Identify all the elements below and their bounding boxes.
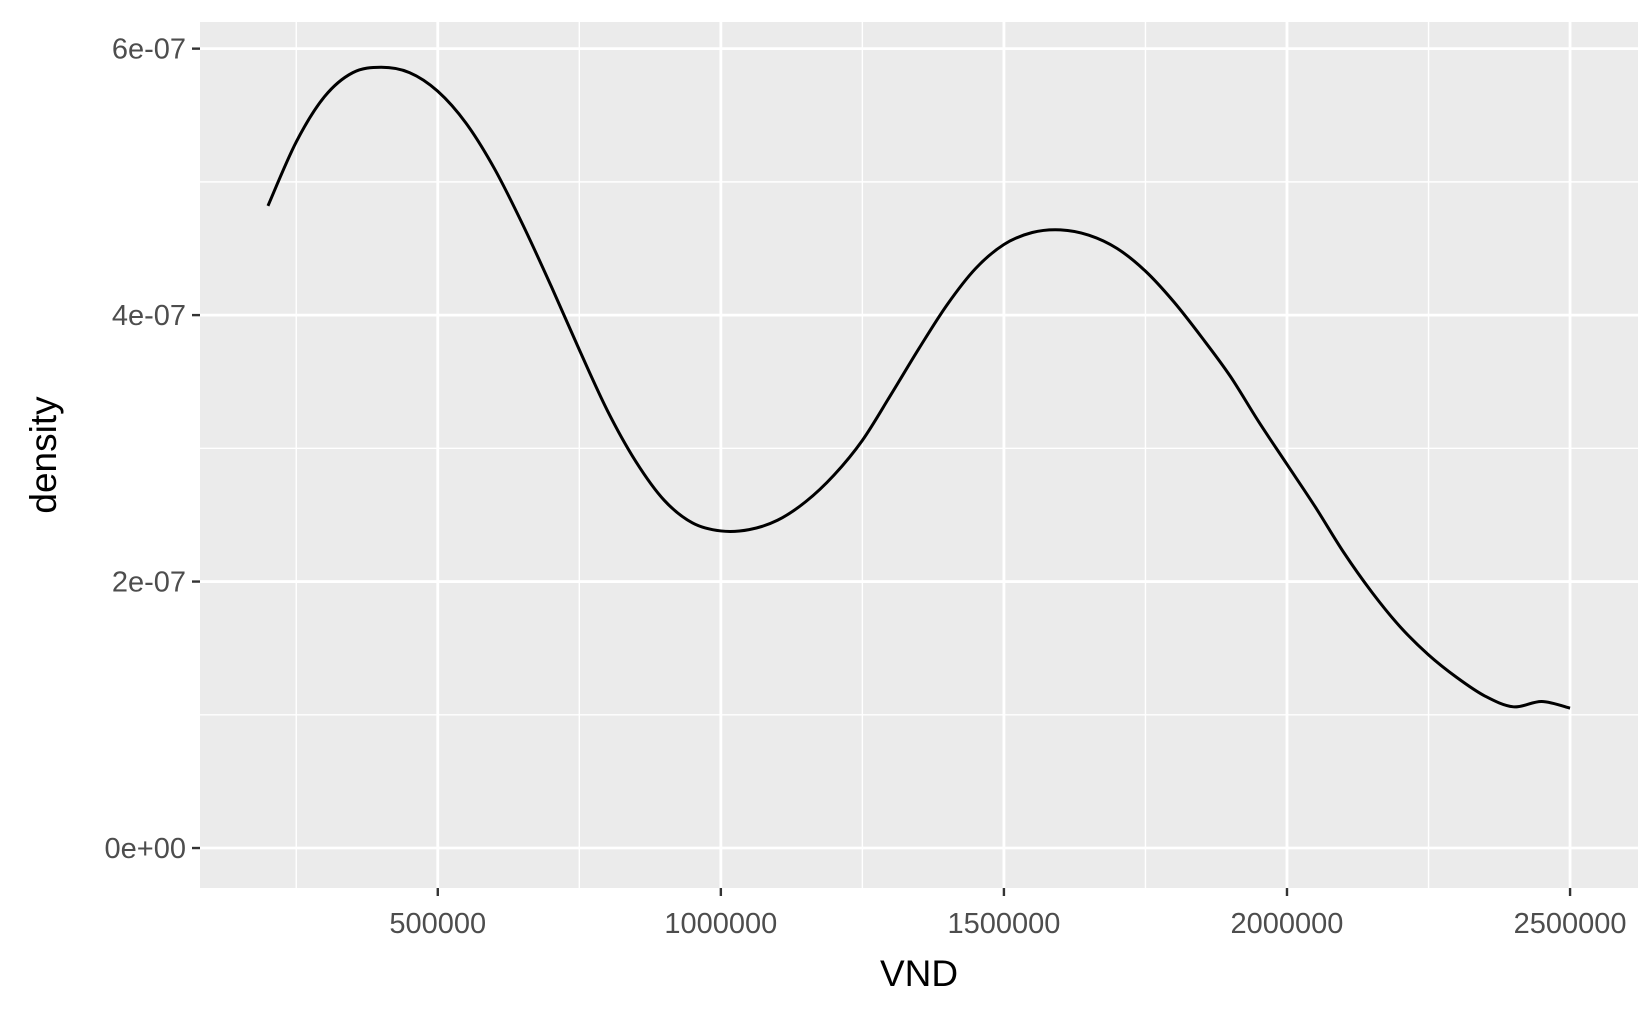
y-axis-title: density [23, 396, 64, 514]
minor-gridlines [200, 22, 1638, 888]
y-tick-label: 2e-07 [112, 567, 186, 599]
x-tick-label: 2000000 [1231, 908, 1344, 940]
density-line [266, 65, 1571, 710]
y-tick-label: 4e-07 [112, 300, 186, 332]
axis-ticks [192, 47, 1572, 896]
x-tick-label: 500000 [389, 908, 486, 940]
y-tick-label: 6e-07 [112, 34, 186, 66]
major-gridlines [200, 22, 1638, 888]
y-tick-labels: 0e+00 2e-07 4e-07 6e-07 [105, 34, 186, 865]
x-tick-labels: 500000 1000000 1500000 2000000 2500000 [389, 908, 1626, 940]
x-tick-label: 2500000 [1514, 908, 1627, 940]
y-tick-label: 0e+00 [105, 833, 186, 865]
x-tick-label: 1000000 [664, 908, 777, 940]
plot-panel [200, 22, 1638, 888]
x-tick-label: 1500000 [947, 908, 1060, 940]
x-axis-title: VND [880, 953, 958, 994]
